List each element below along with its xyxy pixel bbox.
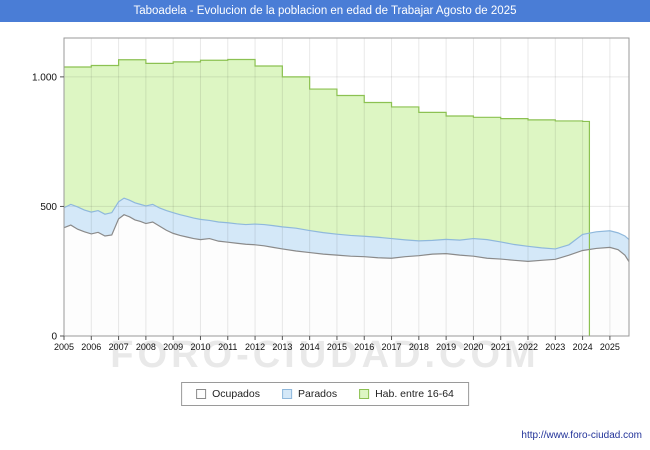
- svg-text:2012: 2012: [245, 342, 265, 352]
- legend-label-ocupados: Ocupados: [212, 388, 260, 400]
- svg-text:2009: 2009: [163, 342, 183, 352]
- svg-text:2011: 2011: [218, 342, 237, 352]
- svg-text:2022: 2022: [518, 342, 538, 352]
- legend-item-ocupados: Ocupados: [196, 388, 260, 400]
- svg-text:2005: 2005: [54, 342, 74, 352]
- legend-swatch-parados: [281, 389, 292, 399]
- svg-text:2025: 2025: [600, 342, 620, 352]
- legend-item-parados: Parados: [281, 388, 338, 400]
- svg-text:2008: 2008: [136, 342, 156, 352]
- svg-text:2006: 2006: [81, 342, 101, 352]
- svg-text:2015: 2015: [327, 342, 347, 352]
- chart-title: Taboadela - Evolucion de la poblacion en…: [133, 5, 517, 17]
- svg-text:2017: 2017: [382, 342, 402, 352]
- svg-text:2014: 2014: [300, 342, 320, 352]
- svg-text:2018: 2018: [409, 342, 429, 352]
- svg-text:2016: 2016: [354, 342, 374, 352]
- legend: Ocupados Parados Hab. entre 16-64: [181, 382, 469, 406]
- legend-label-parados: Parados: [297, 388, 338, 400]
- svg-text:2024: 2024: [573, 342, 593, 352]
- footer-url[interactable]: http://www.foro-ciudad.com: [521, 430, 642, 441]
- legend-swatch-hab-16-64: [359, 389, 370, 399]
- svg-text:2019: 2019: [436, 342, 456, 352]
- svg-text:0: 0: [51, 332, 57, 343]
- svg-text:2010: 2010: [190, 342, 210, 352]
- svg-text:1.000: 1.000: [32, 72, 57, 83]
- svg-text:2013: 2013: [272, 342, 292, 352]
- svg-text:2020: 2020: [463, 342, 483, 352]
- svg-text:2021: 2021: [491, 342, 511, 352]
- legend-swatch-ocupados: [196, 389, 207, 399]
- legend-label-hab-16-64: Hab. entre 16-64: [375, 388, 454, 400]
- watermark-text: FORO-CIUDAD.COM: [110, 334, 540, 376]
- legend-item-hab-16-64: Hab. entre 16-64: [359, 388, 454, 400]
- chart-title-bar: Taboadela - Evolucion de la poblacion en…: [0, 0, 650, 22]
- svg-text:500: 500: [40, 202, 57, 213]
- svg-text:2007: 2007: [109, 342, 129, 352]
- svg-text:2023: 2023: [545, 342, 565, 352]
